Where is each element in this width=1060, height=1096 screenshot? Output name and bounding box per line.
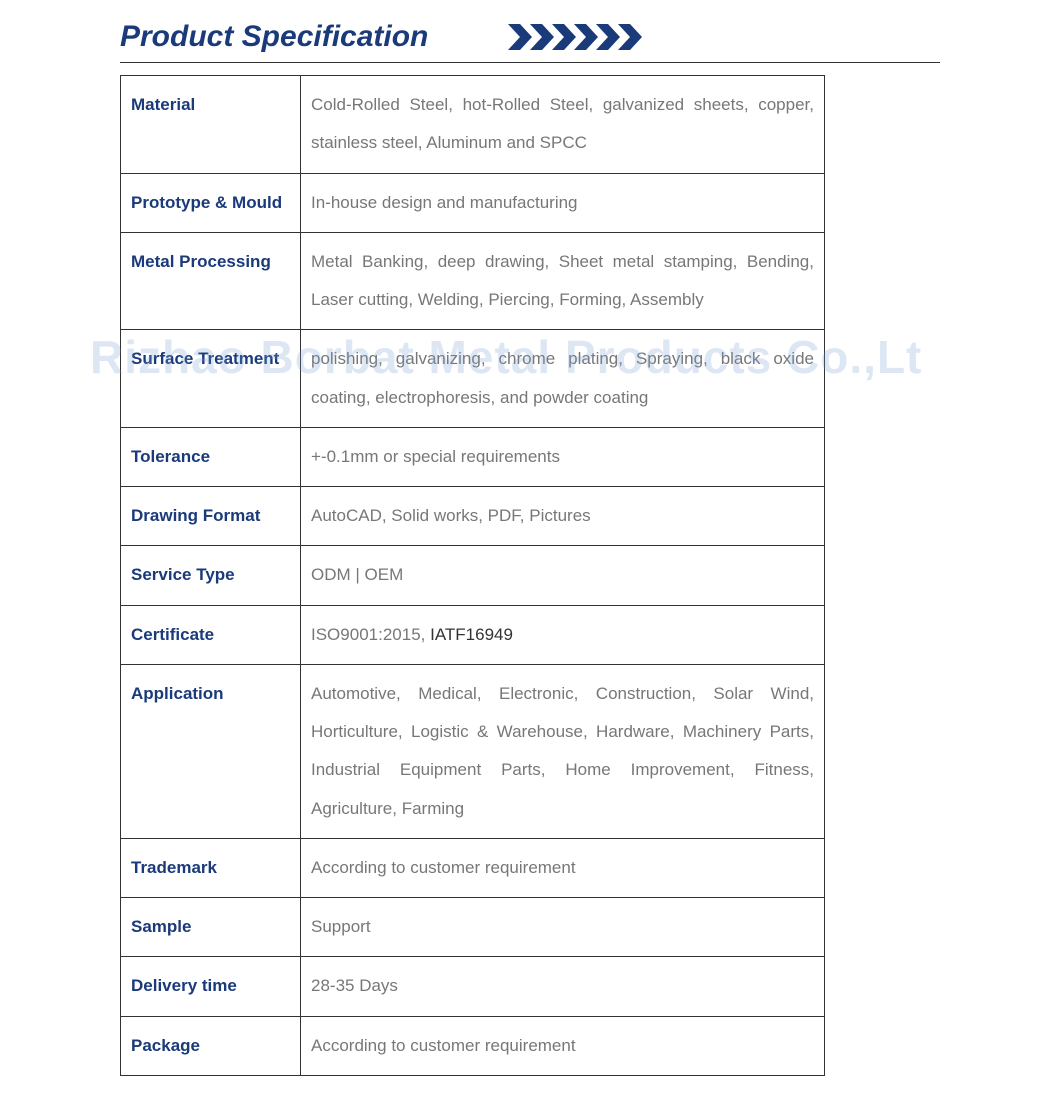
chevron-icon <box>508 24 648 50</box>
spec-value: Support <box>301 898 825 957</box>
spec-value: According to customer requirement <box>301 1016 825 1075</box>
spec-label: Metal Processing <box>121 232 301 330</box>
spec-value: AutoCAD, Solid works, PDF, Pictures <box>301 487 825 546</box>
spec-value-prefix: ISO9001:2015, <box>311 625 430 644</box>
table-row: Trademark According to customer requirem… <box>121 838 825 897</box>
page-title: Product Specification <box>120 20 428 54</box>
table-row: Sample Support <box>121 898 825 957</box>
header-row: Product Specification <box>120 20 940 63</box>
spec-value: 28-35 Days <box>301 957 825 1016</box>
spec-label: Certificate <box>121 605 301 664</box>
spec-label: Material <box>121 76 301 174</box>
spec-value: ODM | OEM <box>301 546 825 605</box>
spec-label: Package <box>121 1016 301 1075</box>
table-row: Prototype & Mould In-house design and ma… <box>121 173 825 232</box>
spec-label: Tolerance <box>121 427 301 486</box>
spec-value: +-0.1mm or special requirements <box>301 427 825 486</box>
table-row: Tolerance +-0.1mm or special requirement… <box>121 427 825 486</box>
spec-label: Delivery time <box>121 957 301 1016</box>
spec-label: Sample <box>121 898 301 957</box>
spec-table: Material Cold-Rolled Steel, hot-Rolled S… <box>120 75 825 1076</box>
table-row: Service Type ODM | OEM <box>121 546 825 605</box>
spec-value-dark: IATF16949 <box>430 625 513 644</box>
spec-table-body: Material Cold-Rolled Steel, hot-Rolled S… <box>121 76 825 1076</box>
spec-value: In-house design and manufacturing <box>301 173 825 232</box>
table-row: Material Cold-Rolled Steel, hot-Rolled S… <box>121 76 825 174</box>
spec-label: Drawing Format <box>121 487 301 546</box>
spec-label: Service Type <box>121 546 301 605</box>
table-row: Drawing Format AutoCAD, Solid works, PDF… <box>121 487 825 546</box>
spec-label: Surface Treatment <box>121 330 301 428</box>
table-row: Metal Processing Metal Banking, deep dra… <box>121 232 825 330</box>
chevron-group <box>508 24 648 50</box>
spec-value: polishing, galvanizing, chrome plating, … <box>301 330 825 428</box>
spec-value: Metal Banking, deep drawing, Sheet metal… <box>301 232 825 330</box>
table-row: Certificate ISO9001:2015, IATF16949 <box>121 605 825 664</box>
table-row: Application Automotive, Medical, Electro… <box>121 664 825 838</box>
spec-label: Trademark <box>121 838 301 897</box>
spec-value: Cold-Rolled Steel, hot-Rolled Steel, gal… <box>301 76 825 174</box>
spec-value: According to customer requirement <box>301 838 825 897</box>
spec-label: Application <box>121 664 301 838</box>
table-row: Package According to customer requiremen… <box>121 1016 825 1075</box>
table-row: Surface Treatment polishing, galvanizing… <box>121 330 825 428</box>
spec-label: Prototype & Mould <box>121 173 301 232</box>
spec-value: Automotive, Medical, Electronic, Constru… <box>301 664 825 838</box>
page-container: Product Specification Material Cold-Roll… <box>0 0 1060 1096</box>
table-row: Delivery time 28-35 Days <box>121 957 825 1016</box>
spec-value: ISO9001:2015, IATF16949 <box>301 605 825 664</box>
